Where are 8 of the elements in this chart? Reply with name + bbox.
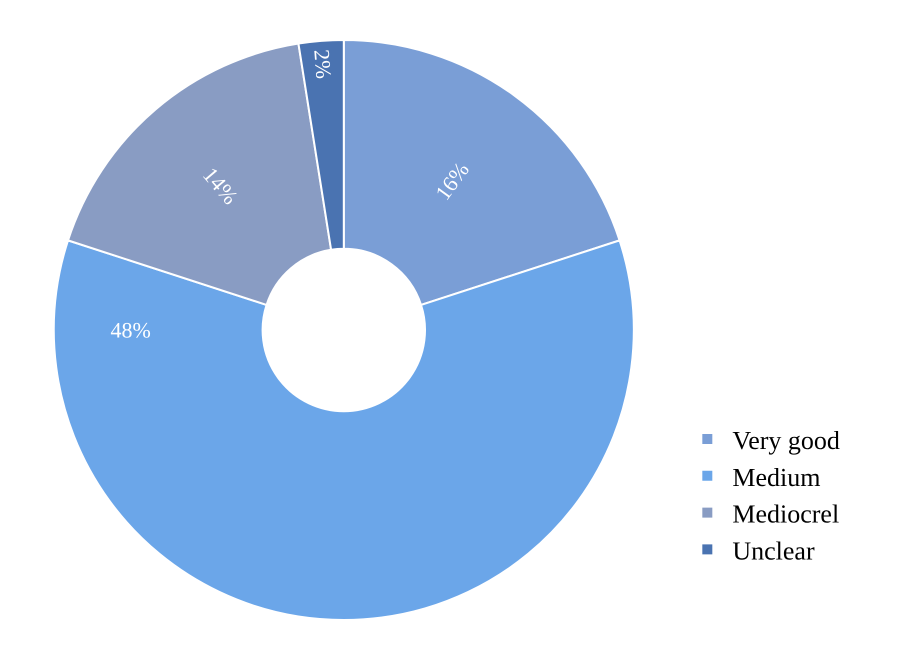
data-label: 16%: [430, 157, 474, 205]
legend-label: Medium: [732, 462, 820, 492]
data-label: 14%: [198, 162, 244, 210]
data-label: 48%: [110, 318, 151, 342]
legend-label: Unclear: [732, 536, 815, 566]
data-label: 2%: [309, 48, 336, 80]
legend-label: Mediocrel: [732, 500, 840, 529]
legend-label: Very good: [732, 426, 840, 456]
